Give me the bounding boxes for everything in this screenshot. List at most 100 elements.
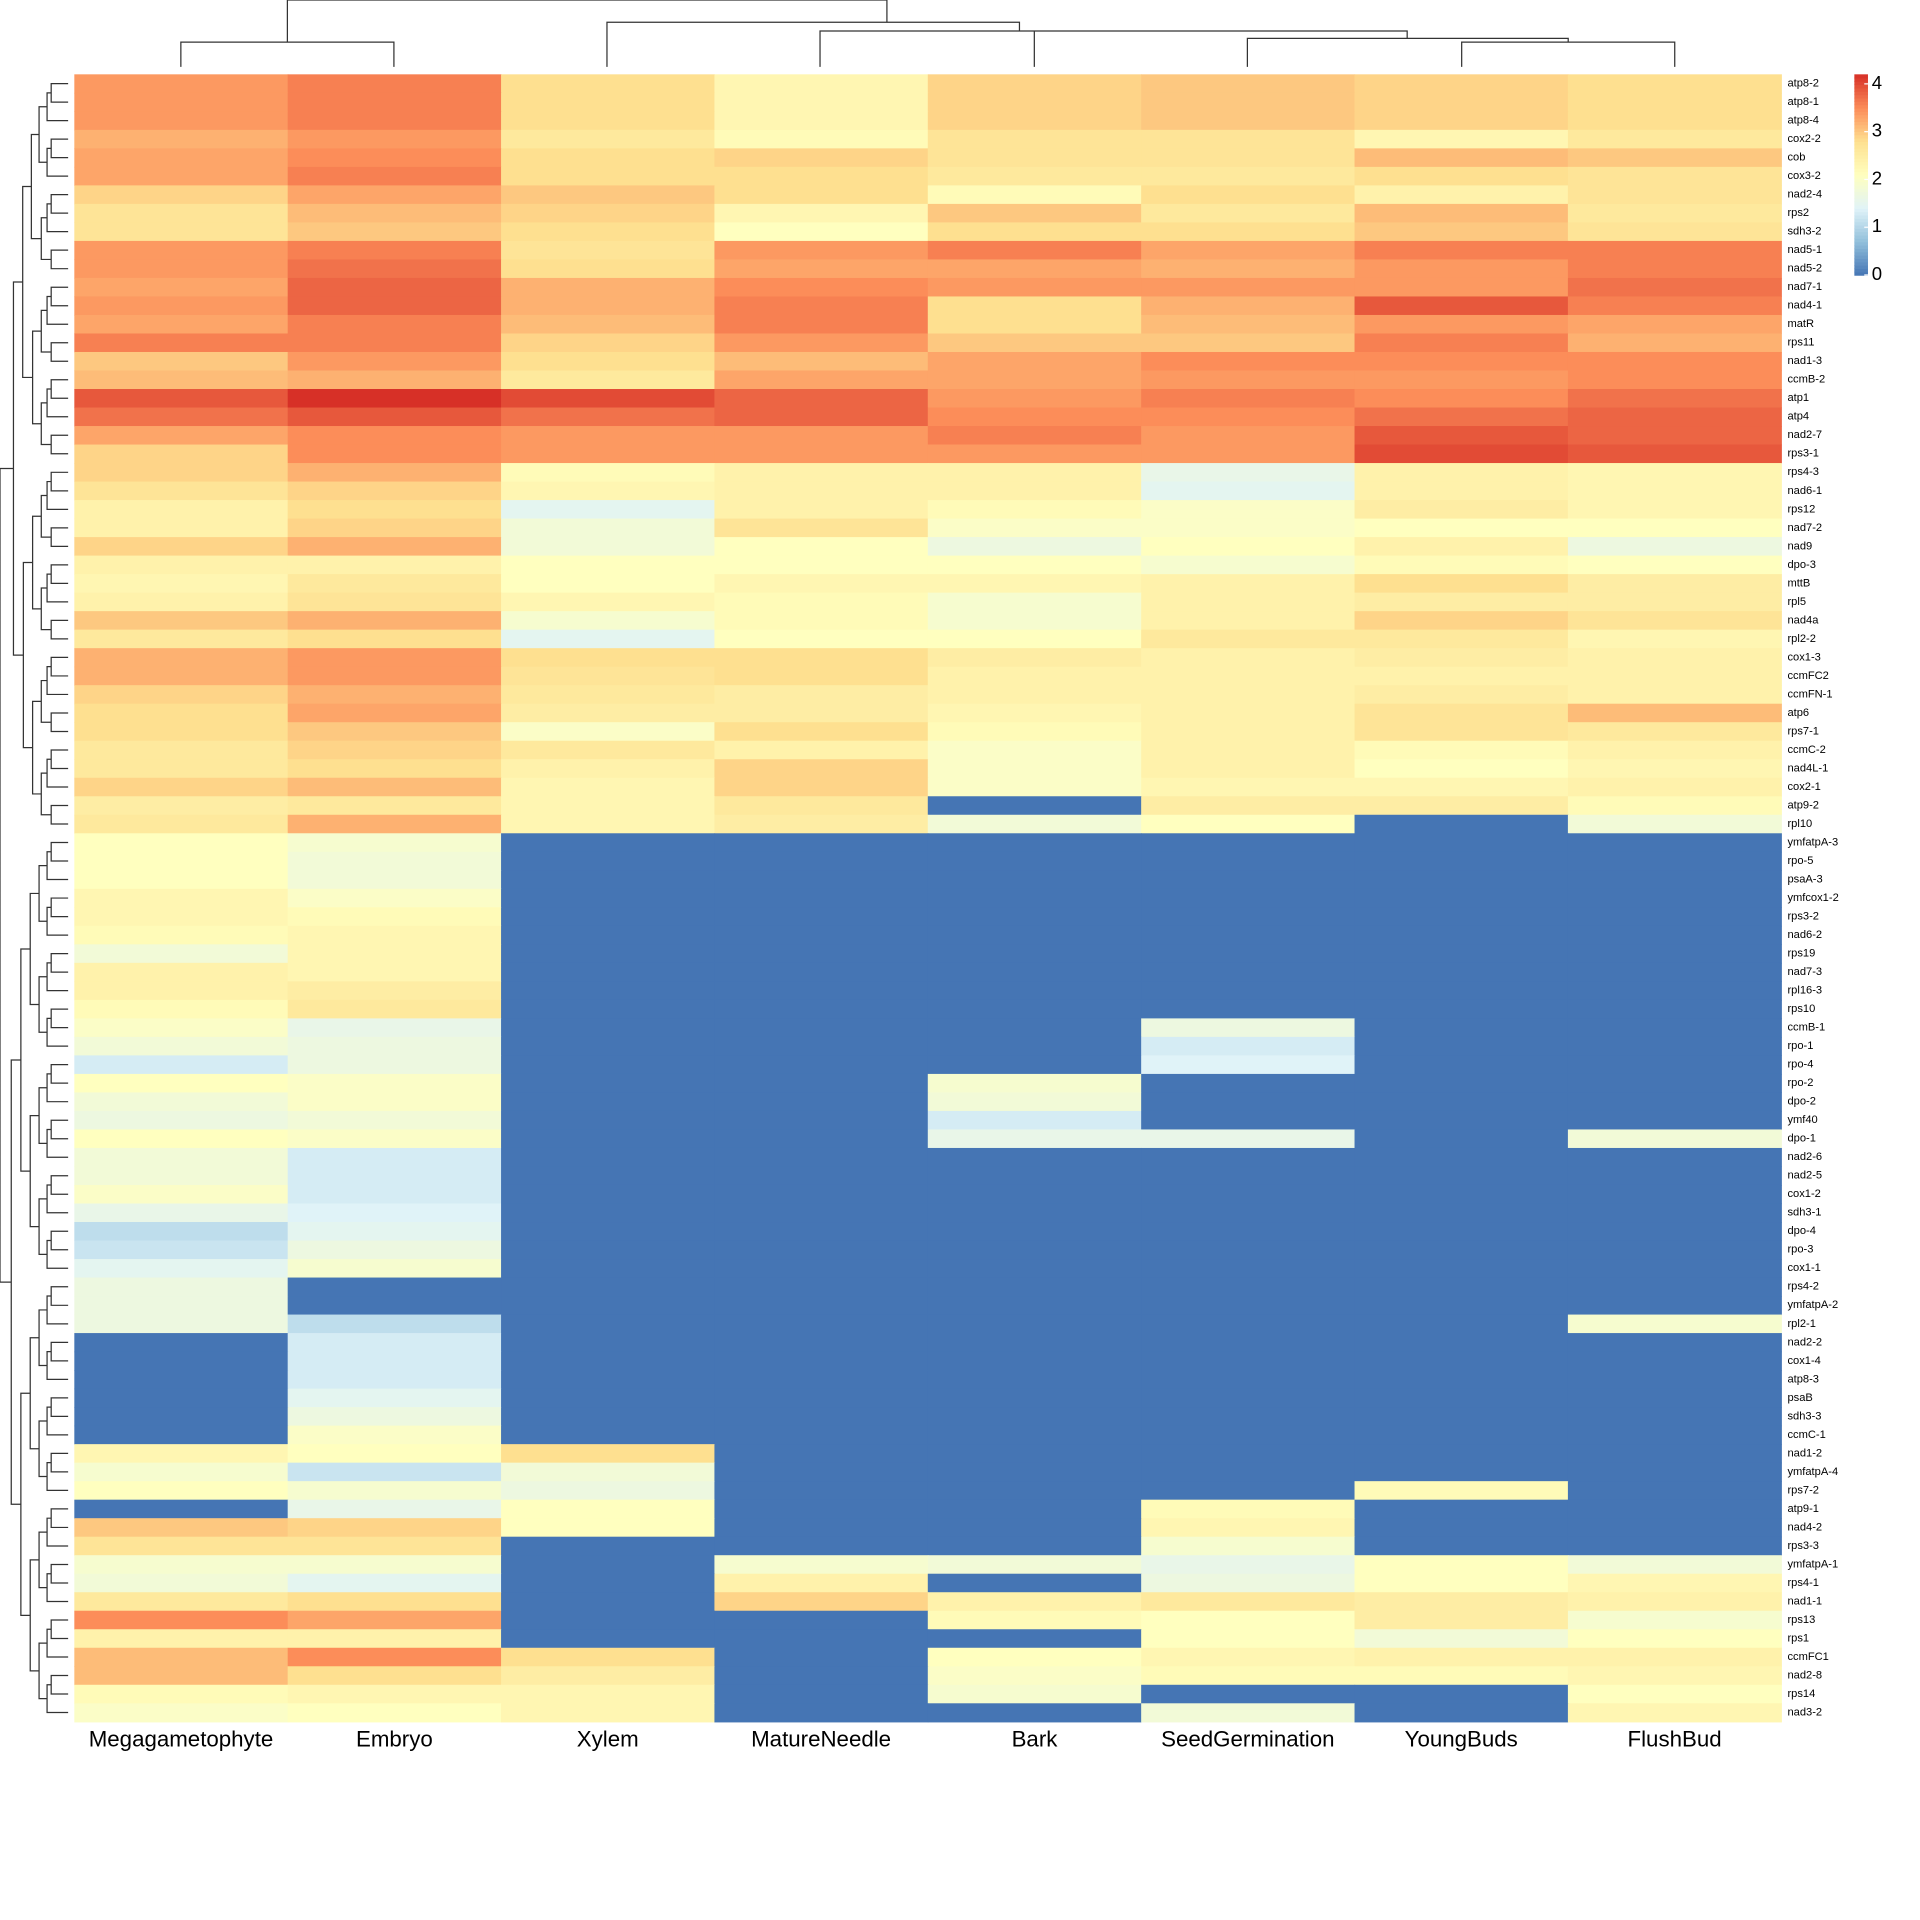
heat-cell <box>1567 518 1782 538</box>
column-label: Megagametophyte <box>89 1727 274 1752</box>
legend-swatch <box>1854 224 1868 229</box>
heat-cell <box>501 833 716 853</box>
heat-cell <box>927 444 1142 464</box>
heat-cell <box>927 426 1142 446</box>
heat-cell <box>501 259 716 279</box>
heat-cell <box>1567 1166 1782 1186</box>
heat-cell <box>1141 370 1356 390</box>
heat-cell <box>287 148 502 168</box>
row-label: nad2-7 <box>1787 429 1822 441</box>
heat-cell <box>927 796 1142 816</box>
heat-cell <box>74 796 289 816</box>
heat-cell <box>1354 259 1569 279</box>
row-label: rps13 <box>1787 1614 1815 1626</box>
heat-cell <box>501 1629 716 1649</box>
heat-cell <box>1354 722 1569 742</box>
heat-cell <box>287 1462 502 1482</box>
heat-cell <box>1354 500 1569 520</box>
heat-cell <box>287 833 502 853</box>
heat-cell <box>1141 814 1356 834</box>
heat-cell <box>287 685 502 705</box>
heat-cell <box>1567 1018 1782 1038</box>
heat-cell <box>1141 1166 1356 1186</box>
heat-cell <box>714 222 929 242</box>
heat-cell <box>1567 296 1782 316</box>
heat-cell <box>1141 629 1356 649</box>
dendrogram-branches <box>0 82 69 1714</box>
heat-cell <box>501 1518 716 1538</box>
heat-cell <box>927 1536 1142 1556</box>
heat-cell <box>1141 1333 1356 1353</box>
row-label: atp9-1 <box>1787 1503 1819 1515</box>
row-label: ymfatpA-4 <box>1787 1466 1838 1478</box>
heat-cell <box>287 1073 502 1094</box>
heat-cell <box>74 1444 289 1464</box>
heat-cell <box>1141 1129 1356 1149</box>
heat-cell <box>1567 796 1782 816</box>
legend-swatch <box>1854 198 1868 203</box>
heat-cell <box>1567 1259 1782 1279</box>
heat-cell <box>1354 870 1569 890</box>
heat-cell <box>501 1036 716 1057</box>
heat-cell <box>74 592 289 612</box>
heat-cell <box>1354 333 1569 353</box>
heat-cell <box>501 1018 716 1038</box>
heat-cell <box>927 351 1142 372</box>
heat-cell <box>1567 722 1782 742</box>
heat-cell <box>287 1610 502 1630</box>
heat-cell <box>927 296 1142 316</box>
row-label: ymfatpA-2 <box>1787 1299 1838 1311</box>
heat-cell <box>1354 555 1569 575</box>
heat-cell <box>501 1351 716 1371</box>
heat-cell <box>927 1259 1142 1279</box>
heat-cell <box>287 1018 502 1038</box>
heat-cell <box>287 370 502 390</box>
heat-cell <box>1567 1407 1782 1427</box>
heat-cell <box>1354 1592 1569 1612</box>
row-label: atp6 <box>1787 707 1809 719</box>
heat-cell <box>287 1592 502 1612</box>
heat-cell <box>501 481 716 501</box>
heat-cell <box>1354 1129 1569 1149</box>
heat-cell <box>927 1277 1142 1297</box>
heat-cell <box>1141 1296 1356 1316</box>
heat-cell <box>1141 851 1356 871</box>
row-label: psaA-3 <box>1787 873 1822 885</box>
heat-cell <box>927 1647 1142 1667</box>
heat-cell <box>501 370 716 390</box>
heat-cell <box>714 1555 929 1575</box>
heat-cell <box>287 796 502 816</box>
heat-cell <box>1354 111 1569 131</box>
heat-cell <box>287 1314 502 1334</box>
heat-cell <box>74 333 289 353</box>
heat-cell <box>74 1573 289 1593</box>
heat-cell <box>714 1684 929 1704</box>
heat-cell <box>1141 185 1356 205</box>
row-label: atp8-2 <box>1787 78 1819 90</box>
heat-cell <box>1354 888 1569 908</box>
heat-cell <box>1141 1703 1356 1723</box>
heat-cell <box>714 611 929 631</box>
heat-cell <box>501 1240 716 1260</box>
heat-cell <box>927 1055 1142 1075</box>
heat-cell <box>714 1314 929 1334</box>
heat-cell <box>287 1351 502 1371</box>
heat-cell <box>927 999 1142 1020</box>
heat-cell <box>501 888 716 908</box>
heat-cell <box>287 185 502 205</box>
heat-cell <box>501 1296 716 1316</box>
heat-cell <box>1354 203 1569 224</box>
heat-cell <box>74 962 289 982</box>
heat-cell <box>1567 740 1782 760</box>
heat-cell <box>1354 648 1569 668</box>
column-label: Xylem <box>577 1727 639 1752</box>
heat-cell <box>1354 1481 1569 1501</box>
heat-cell <box>1354 74 1569 94</box>
heat-cell <box>714 1259 929 1279</box>
legend-swatch <box>1854 87 1868 92</box>
heat-cell <box>927 944 1142 964</box>
legend-swatch <box>1854 124 1868 129</box>
heat-cell <box>1141 796 1356 816</box>
heat-cell <box>1141 888 1356 908</box>
heat-cell <box>1141 481 1356 501</box>
